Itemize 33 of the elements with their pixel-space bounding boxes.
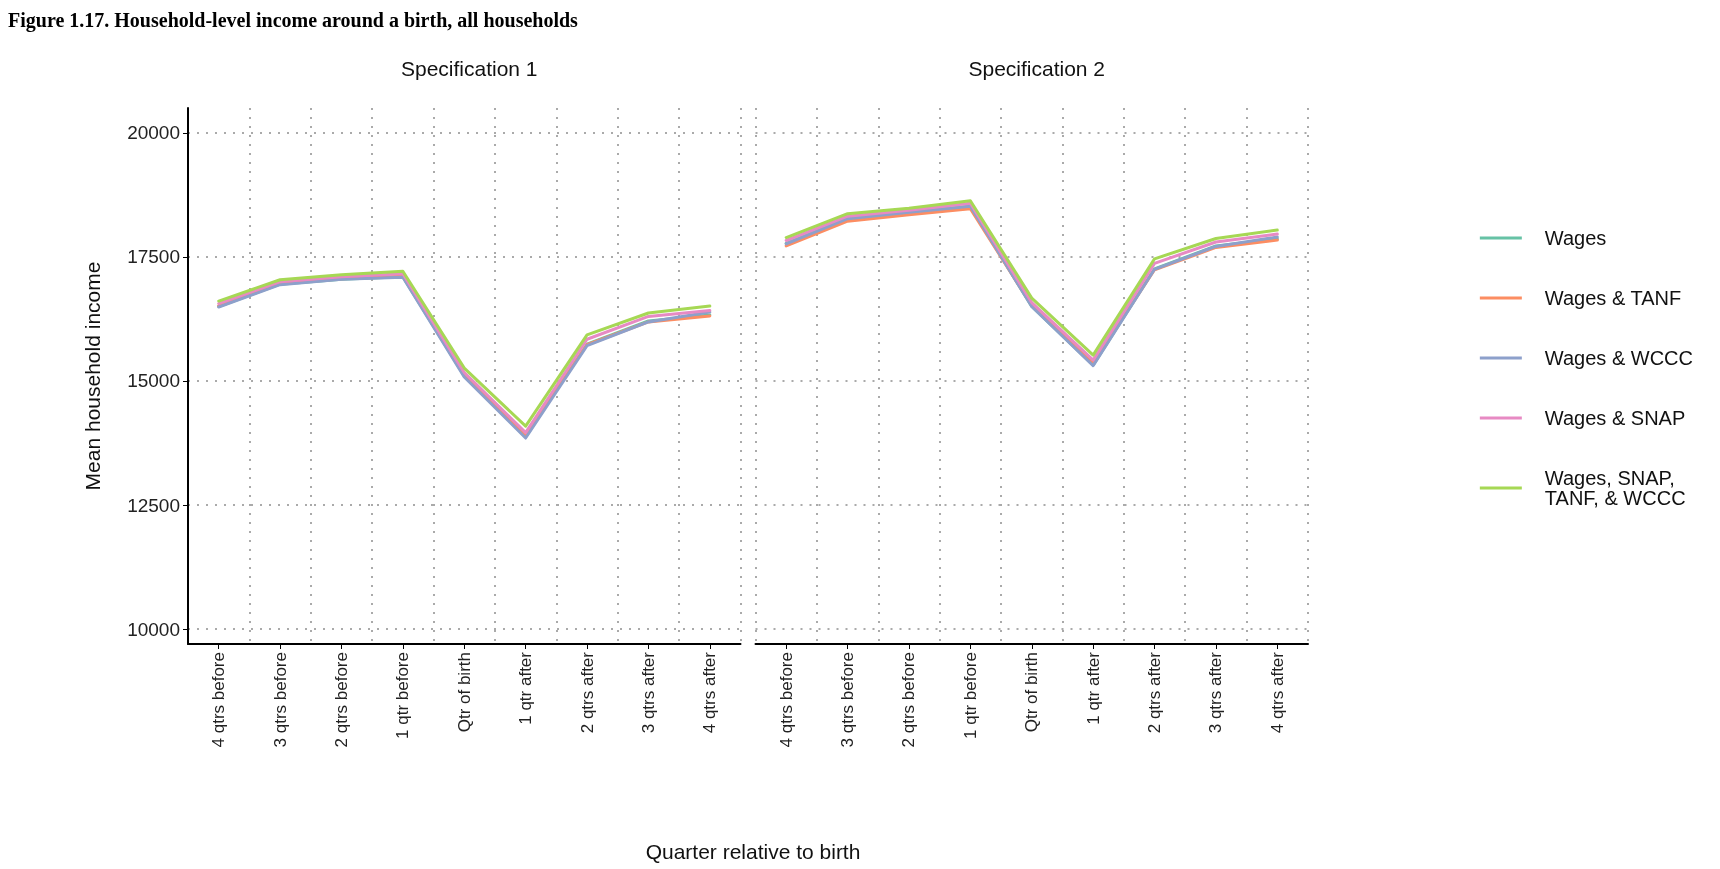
x-tick-label: 4 qtrs after [700, 651, 720, 734]
x-tick-label: 1 qtr before [960, 652, 980, 739]
chart-title: Specification 1 [400, 57, 538, 80]
legend-label: Wages, SNAP, TANF, & WCCC [1544, 467, 1686, 509]
x-tick-label: Qtr of birth [454, 652, 474, 733]
x-tick-label: 2 qtrs before [331, 652, 351, 748]
x-axis-title: Quarter relative to birth [645, 840, 861, 863]
x-tick-label: 3 qtrs before [838, 652, 858, 748]
y-tick-label: 17500 [127, 246, 180, 268]
x-tick-label: 3 qtrs before [270, 652, 290, 748]
x-tick-label: 2 qtrs after [1145, 651, 1165, 734]
caption: Figure 1.17. Household-level income around a birth, all households [8, 9, 579, 32]
legend-label: Wages & TANF [1544, 287, 1682, 309]
x-tick-label: 4 qtrs after [1267, 651, 1287, 734]
x-tick-label: 4 qtrs before [776, 652, 796, 748]
x-tick-label: 2 qtrs after [577, 651, 597, 734]
legend-label: Wages [1544, 227, 1607, 249]
x-tick-label: 1 qtr after [516, 651, 536, 725]
x-tick-label: 3 qtrs after [1206, 651, 1226, 734]
x-tick-label: 1 qtr before [393, 652, 413, 739]
x-tick-label: 3 qtrs after [638, 651, 658, 734]
x-tick-label: Qtr of birth [1022, 652, 1042, 733]
chart-title: Specification 2 [968, 57, 1106, 80]
x-tick-label: 2 qtrs before [899, 652, 919, 748]
y-tick-label: 20000 [127, 122, 180, 144]
legend-label: Wages & SNAP [1544, 407, 1686, 429]
y-tick-label: 15000 [127, 370, 180, 392]
x-tick-label: 1 qtr after [1083, 651, 1103, 725]
y-axis-title: Mean household income [81, 261, 104, 491]
x-tick-label: 4 qtrs before [209, 652, 229, 748]
y-tick-label: 12500 [127, 494, 180, 516]
legend-label: Wages & WCCC [1544, 347, 1694, 369]
y-tick-label: 10000 [127, 618, 180, 640]
